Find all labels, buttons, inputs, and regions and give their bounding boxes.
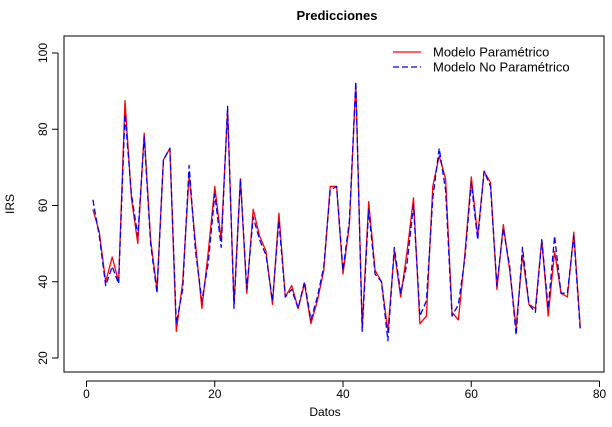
y-tick-label: 20 — [36, 351, 50, 365]
series-line-modelo-no-parametrico — [92, 80, 581, 342]
x-tick-label: 60 — [465, 387, 479, 401]
legend-label: Modelo No Paramétrico — [433, 60, 570, 75]
y-tick-label: 60 — [36, 199, 50, 213]
x-axis: 0 20 40 60 80 — [83, 380, 607, 401]
y-tick-label: 100 — [36, 43, 50, 63]
y-axis-label: IRS — [3, 194, 17, 214]
x-tick-label: 40 — [336, 387, 350, 401]
x-axis-label: Datos — [309, 405, 340, 419]
x-tick-label: 20 — [208, 387, 222, 401]
plot-frame — [63, 35, 605, 373]
series-line-modelo-parametrico — [92, 82, 581, 332]
y-axis: 20 40 60 80 100 — [36, 43, 59, 365]
y-tick-label: 80 — [36, 122, 50, 136]
series-layer — [92, 80, 581, 342]
x-tick-label: 0 — [83, 387, 90, 401]
y-tick-label: 40 — [36, 275, 50, 289]
chart-title: Predicciones — [297, 8, 378, 23]
legend-label: Modelo Paramétrico — [433, 45, 549, 60]
x-tick-label: 80 — [593, 387, 607, 401]
